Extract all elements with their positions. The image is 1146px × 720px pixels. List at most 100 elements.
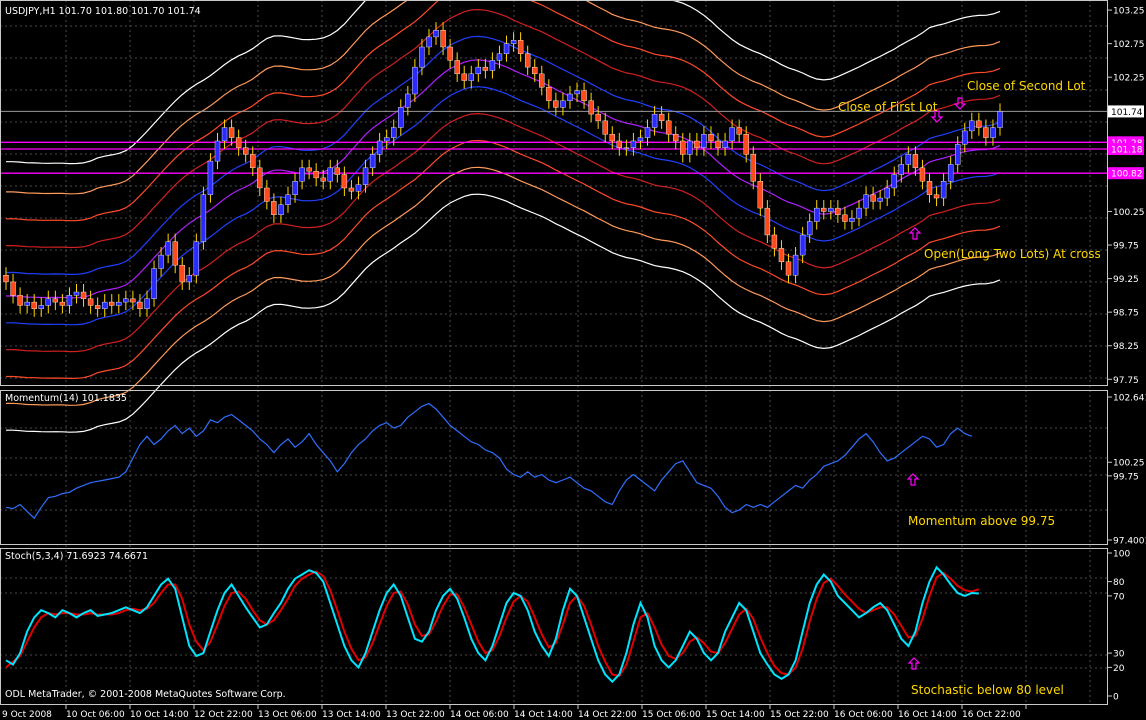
- candle-body: [271, 201, 277, 216]
- envelope-band: [6, 8, 1001, 249]
- price-tag-label: 101.18: [1111, 146, 1143, 156]
- candle-body: [327, 167, 333, 182]
- y-tick-label: 102.6411: [1113, 394, 1146, 404]
- candle-body: [856, 207, 862, 219]
- candle-body: [539, 73, 545, 88]
- pane-frames: [0, 0, 1108, 705]
- x-tick-label: 15 Oct 14:00: [706, 710, 765, 720]
- candle-body: [588, 100, 594, 115]
- x-tick-label: 10 Oct 06:00: [66, 710, 125, 720]
- candle-body: [447, 46, 453, 61]
- x-tick-label: 16 Oct 22:00: [962, 710, 1021, 720]
- candle-body: [510, 40, 517, 44]
- candle-body: [616, 140, 623, 148]
- down-arrow-icon: [953, 97, 967, 110]
- x-tick-label: 10 Oct 14:00: [130, 710, 189, 720]
- y-tick-label: 99.25: [1113, 275, 1139, 285]
- momentum-label: Momentum(14) 101.1835: [5, 393, 127, 404]
- candle-body: [165, 241, 171, 256]
- candle-body: [200, 194, 207, 242]
- candle-body: [383, 137, 390, 142]
- candle-body: [694, 140, 700, 148]
- down-arrow-icon: [930, 110, 944, 123]
- candle-body: [405, 93, 411, 108]
- candle-body: [130, 298, 136, 303]
- candle-body: [454, 60, 460, 75]
- y-tick-label: 102.25: [1113, 74, 1145, 84]
- candle-body: [87, 298, 94, 306]
- candle-body: [151, 268, 157, 299]
- x-tick-label: 12 Oct 22:00: [194, 710, 253, 720]
- candle-body: [461, 73, 467, 81]
- candle-body: [172, 241, 178, 266]
- candle-body: [66, 295, 73, 306]
- envelope-band: [5, 35, 1001, 276]
- up-arrow-icon: [908, 227, 922, 240]
- price-tag-label: 100.82: [1111, 170, 1143, 180]
- candle-body: [503, 43, 510, 54]
- candle-body: [207, 160, 214, 195]
- candle-body: [630, 140, 637, 148]
- candle-body: [743, 134, 749, 155]
- candle-body: [468, 73, 474, 81]
- y-tick-label: 103.25: [1113, 7, 1145, 17]
- candle-body: [489, 60, 496, 71]
- x-tick-label: 13 Oct 06:00: [258, 710, 317, 720]
- envelope-band: [6, 0, 1001, 195]
- candle-body: [919, 167, 926, 182]
- pane-frame: [0, 0, 1108, 386]
- envelope-band: [6, 0, 1001, 165]
- candle-body: [771, 234, 778, 249]
- y-tick-label: 100.25: [1113, 208, 1145, 218]
- up-arrow-icon: [907, 657, 921, 670]
- candle-body: [482, 66, 489, 71]
- candle-body: [391, 127, 397, 138]
- envelope-band: [5, 112, 1001, 353]
- candle-body: [320, 177, 326, 182]
- candle-body: [524, 53, 531, 68]
- candle-body: [221, 127, 228, 142]
- candle-body: [235, 137, 242, 148]
- candle-body: [426, 36, 432, 48]
- y-tick-label: 102.75: [1113, 40, 1145, 50]
- candle-body: [306, 167, 312, 172]
- candle-body: [59, 301, 66, 306]
- candle-body: [250, 154, 256, 169]
- y-tick-label: 99.75: [1113, 242, 1139, 252]
- annotation-open-long: Open(Long Two Lots) At cross: [924, 247, 1101, 261]
- candle-body: [940, 181, 947, 199]
- candle-body: [680, 140, 686, 155]
- y-tick-label: 30: [1113, 650, 1125, 660]
- candle-body: [757, 181, 764, 209]
- candle-body: [891, 174, 897, 189]
- candle-body: [609, 134, 615, 142]
- candle-body: [849, 217, 855, 222]
- candle-body: [52, 298, 59, 303]
- candle-body: [926, 181, 933, 195]
- price-tag: [1108, 167, 1144, 180]
- candle-body: [376, 140, 383, 155]
- candle-body: [257, 167, 263, 189]
- candle-body: [546, 87, 552, 101]
- candle-body: [870, 194, 876, 202]
- candle-body: [947, 164, 954, 182]
- symbol-label: USDJPY,H1 101.70 101.80 101.70 101.74: [5, 6, 201, 17]
- y-tick-label: 70: [1113, 592, 1125, 602]
- candle-body: [475, 66, 482, 75]
- copyright-label: ODL MetaTrader, © 2001-2008 MetaQuotes S…: [5, 689, 286, 700]
- candle-body: [792, 254, 799, 276]
- x-tick-label: 15 Oct 06:00: [642, 710, 701, 720]
- candle-body: [362, 167, 369, 185]
- price-tag: [1108, 143, 1144, 156]
- candle-body: [348, 187, 355, 192]
- candle-body: [532, 66, 538, 75]
- candle-body: [334, 167, 341, 175]
- candle-body: [969, 120, 975, 132]
- y-tick-label: 0: [1113, 693, 1119, 703]
- pane-frame: [0, 548, 1108, 705]
- envelope-band: [6, 139, 1001, 380]
- candle-body: [595, 113, 601, 122]
- candle-body: [736, 127, 742, 135]
